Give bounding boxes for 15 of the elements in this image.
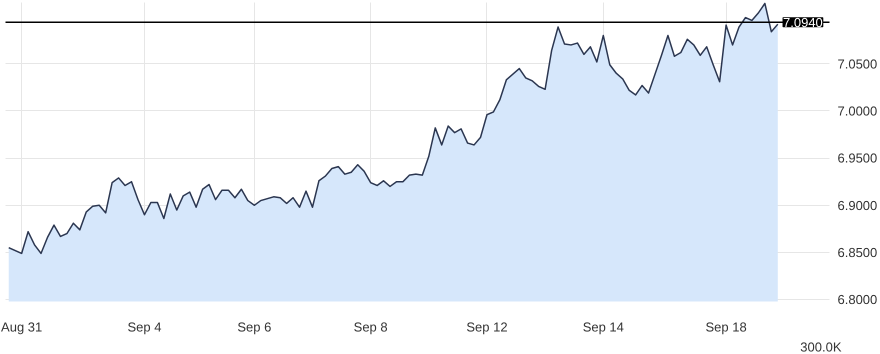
- x-tick-label: Sep 14: [582, 320, 624, 334]
- x-tick-label: Sep 4: [127, 320, 162, 334]
- y-tick-label: 6.8500: [838, 244, 878, 260]
- x-tick-label: Sep 12: [466, 320, 508, 334]
- y-tick-label: 7.0000: [838, 103, 878, 118]
- y-tick-label: 6.8000: [838, 292, 878, 308]
- x-tick-label: Sep 8: [354, 320, 388, 334]
- text: 300.0K: [800, 340, 842, 354]
- ref-line-label: 7.0940: [783, 14, 823, 30]
- x-tick-label: Sep 18: [705, 320, 747, 334]
- y-tick-label: 7.0500: [838, 56, 878, 72]
- y-tick-label: 6.9000: [838, 198, 878, 213]
- x-tick-label: Sep 6: [237, 320, 272, 334]
- y-tick-label: 6.9500: [838, 150, 878, 166]
- x-tick-label: Aug 31: [1, 320, 42, 334]
